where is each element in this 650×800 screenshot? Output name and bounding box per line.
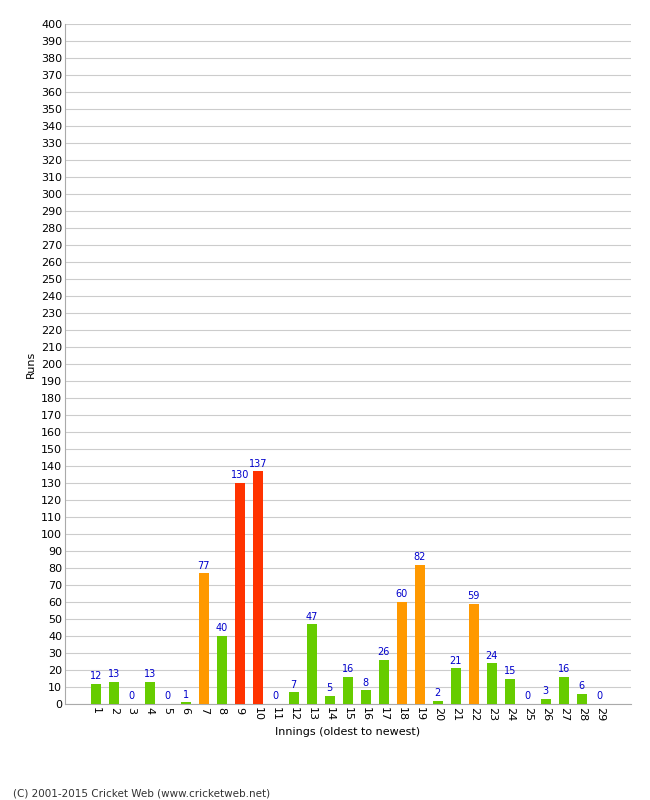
Text: 0: 0 xyxy=(597,691,603,702)
Text: 77: 77 xyxy=(198,561,210,570)
Bar xyxy=(433,701,443,704)
X-axis label: Innings (oldest to newest): Innings (oldest to newest) xyxy=(275,726,421,737)
Bar xyxy=(541,699,551,704)
Text: 137: 137 xyxy=(248,458,267,469)
Text: 6: 6 xyxy=(578,682,585,691)
Y-axis label: Runs: Runs xyxy=(25,350,35,378)
Bar xyxy=(451,668,461,704)
Text: 15: 15 xyxy=(504,666,516,676)
Text: 24: 24 xyxy=(486,650,498,661)
Text: 12: 12 xyxy=(90,671,102,681)
Text: 130: 130 xyxy=(231,470,249,481)
Text: 0: 0 xyxy=(525,691,531,702)
Bar xyxy=(289,692,299,704)
Text: 26: 26 xyxy=(378,647,390,658)
Bar xyxy=(415,565,424,704)
Text: 0: 0 xyxy=(272,691,279,702)
Text: 2: 2 xyxy=(435,688,441,698)
Text: 59: 59 xyxy=(467,591,480,601)
Text: 40: 40 xyxy=(216,623,228,634)
Bar xyxy=(396,602,407,704)
Bar xyxy=(109,682,118,704)
Bar xyxy=(469,604,479,704)
Text: 3: 3 xyxy=(543,686,549,696)
Bar xyxy=(505,678,515,704)
Text: 0: 0 xyxy=(164,691,171,702)
Bar xyxy=(361,690,370,704)
Text: 5: 5 xyxy=(326,683,333,693)
Bar xyxy=(181,702,190,704)
Bar xyxy=(307,624,317,704)
Text: 13: 13 xyxy=(144,670,156,679)
Bar xyxy=(379,660,389,704)
Text: 21: 21 xyxy=(450,656,462,666)
Bar xyxy=(559,677,569,704)
Text: 47: 47 xyxy=(306,611,318,622)
Text: 7: 7 xyxy=(291,679,297,690)
Bar xyxy=(253,471,263,704)
Text: 60: 60 xyxy=(396,590,408,599)
Text: 16: 16 xyxy=(558,664,570,674)
Bar xyxy=(487,663,497,704)
Text: 8: 8 xyxy=(363,678,369,688)
Text: 13: 13 xyxy=(107,670,120,679)
Bar xyxy=(325,695,335,704)
Text: 82: 82 xyxy=(413,552,426,562)
Bar xyxy=(145,682,155,704)
Text: 0: 0 xyxy=(129,691,135,702)
Text: 1: 1 xyxy=(183,690,188,700)
Text: 16: 16 xyxy=(342,664,354,674)
Bar xyxy=(577,694,587,704)
Bar xyxy=(235,483,244,704)
Bar xyxy=(91,683,101,704)
Bar xyxy=(199,573,209,704)
Bar xyxy=(343,677,353,704)
Text: (C) 2001-2015 Cricket Web (www.cricketweb.net): (C) 2001-2015 Cricket Web (www.cricketwe… xyxy=(13,788,270,798)
Bar xyxy=(216,636,227,704)
